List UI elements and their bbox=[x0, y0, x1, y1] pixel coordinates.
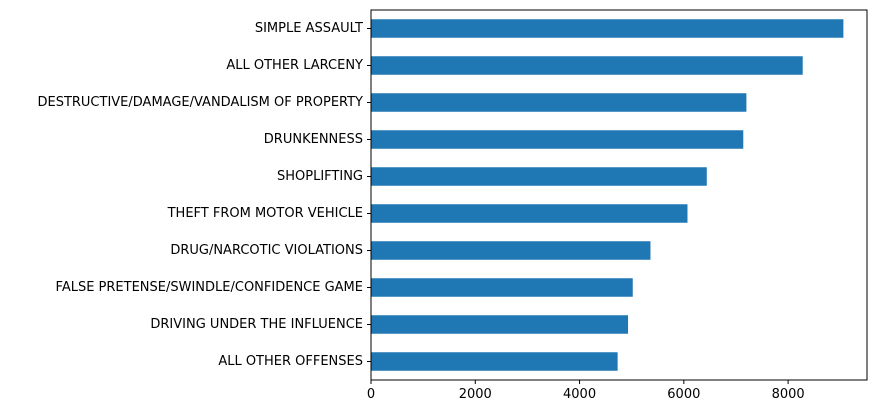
y-axis-ticks: SIMPLE ASSAULT ALL OTHER LARCENY DESTRUCTI… bbox=[37, 21, 371, 369]
bars-layer bbox=[371, 19, 844, 371]
x-tick-label: 4000 bbox=[563, 387, 596, 402]
bar bbox=[371, 56, 803, 75]
bar bbox=[371, 93, 747, 112]
bar bbox=[371, 315, 629, 334]
y-tick-label: FALSE PRETENSE/SWINDLE/CONFIDENCE GAME bbox=[56, 280, 363, 295]
x-tick-label: 8000 bbox=[772, 387, 805, 402]
bar bbox=[371, 278, 633, 297]
y-tick-label: DRIVING UNDER THE INFLUENCE bbox=[150, 317, 363, 332]
y-tick-label: ALL OTHER OFFENSES bbox=[218, 354, 363, 369]
y-tick-label: ALL OTHER LARCENY bbox=[226, 58, 363, 73]
x-tick-label: 6000 bbox=[667, 387, 700, 402]
y-tick-label: THEFT FROM MOTOR VEHICLE bbox=[167, 206, 363, 221]
bar bbox=[371, 241, 651, 260]
y-tick-label: SIMPLE ASSAULT bbox=[255, 21, 363, 36]
bar bbox=[371, 204, 688, 223]
plot-frame bbox=[370, 9, 868, 381]
x-tick-label: 2000 bbox=[459, 387, 492, 402]
y-tick-label: DRUG/NARCOTIC VIOLATIONS bbox=[170, 243, 363, 258]
bar bbox=[371, 19, 844, 38]
bar bbox=[371, 130, 744, 149]
bar bbox=[371, 352, 618, 371]
y-tick-label: DRUNKENNESS bbox=[264, 132, 363, 147]
bar bbox=[371, 167, 707, 186]
x-axis-ticks: 0 2000 4000 6000 8000 bbox=[367, 380, 805, 402]
y-tick-label: SHOPLIFTING bbox=[277, 169, 363, 184]
y-tick-label: DESTRUCTIVE/DAMAGE/VANDALISM OF PROPERTY bbox=[37, 95, 363, 110]
x-tick-label: 0 bbox=[367, 387, 375, 402]
